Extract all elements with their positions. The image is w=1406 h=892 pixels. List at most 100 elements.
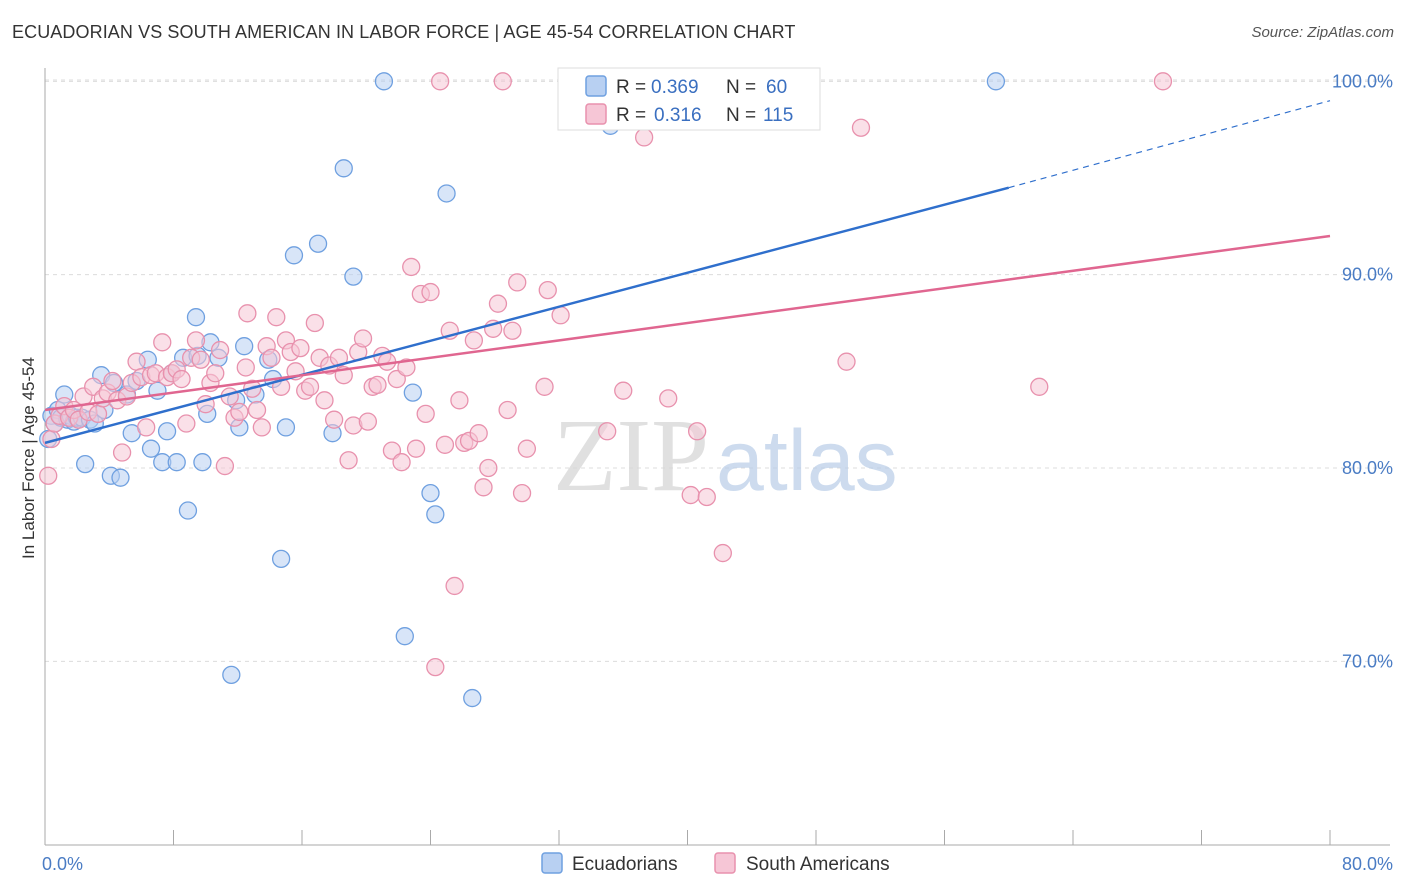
watermark-atlas: atlas: [716, 413, 898, 509]
legend-n-value-2: 115: [763, 105, 793, 126]
legend-n-label-2: N =: [726, 105, 756, 126]
bottom-legend: Ecuadorians South Americans: [541, 852, 890, 875]
legend-n-value-1: 60: [766, 77, 787, 98]
ecuadorians-point-51: [395, 627, 414, 646]
south-americans-point-44: [247, 400, 267, 420]
south-americans-point-108: [659, 389, 678, 408]
south-americans-point-81: [426, 657, 445, 677]
y-tick-label-1: 80.0%: [1342, 458, 1393, 478]
ecuadorians-point-49: [344, 267, 363, 286]
south-americans-trendline: [44, 234, 1331, 412]
south-americans-point-36: [210, 340, 230, 360]
south-americans-point-106: [614, 381, 633, 400]
south-americans-point-116: [697, 487, 716, 507]
ecuadorians-point-45: [284, 246, 304, 265]
south-americans-point-32: [191, 350, 210, 369]
south-americans-point-28: [172, 369, 191, 389]
legend-swatch-ecuadorians: [585, 75, 607, 97]
south-americans-point-48: [267, 308, 286, 327]
south-americans-point-114: [1030, 377, 1049, 396]
ecuadorians-point-39: [235, 337, 254, 356]
south-americans-point-0: [39, 466, 58, 485]
south-americans-point-19: [127, 352, 146, 371]
south-americans-point-42: [238, 304, 257, 323]
south-americans-point-112: [837, 352, 856, 371]
south-americans-point-113: [851, 118, 871, 137]
bottom-legend-swatch-south-americans: [714, 852, 736, 874]
south-americans-point-63: [339, 451, 358, 470]
south-americans-point-40: [230, 402, 249, 422]
south-americans-point-79: [416, 404, 435, 424]
ecuadorians-point-29: [178, 501, 198, 520]
south-americans-point-45: [252, 418, 271, 437]
ecuadorians-point-44: [276, 418, 296, 437]
ecuadorians-point-46: [308, 234, 328, 253]
south-americans-point-14: [103, 371, 122, 391]
south-americans-point-86: [450, 391, 469, 410]
legend-swatch-south-americans: [585, 103, 607, 125]
south-americans-point-85: [445, 576, 464, 596]
south-americans-point-47: [262, 348, 281, 367]
south-americans-point-58: [315, 391, 334, 410]
south-americans-point-100: [517, 439, 537, 458]
south-americans-point-77: [406, 439, 426, 458]
legend-r-value-2: 0.316: [654, 105, 702, 126]
south-americans-point-90: [469, 424, 488, 443]
ecuadorians-point-53: [421, 483, 440, 503]
south-americans-point-97: [503, 321, 522, 340]
south-americans-point-67: [358, 412, 378, 431]
legend-r-label-2: R =: [616, 105, 646, 126]
ecuadorians-point-22: [141, 439, 161, 458]
south-americans-point-16: [112, 443, 132, 462]
south-americans-point-37: [215, 456, 235, 476]
y-tick-label-0: 70.0%: [1342, 651, 1393, 671]
x-tick-label-min: 0.0%: [42, 854, 83, 874]
x-tick-label-max: 80.0%: [1342, 854, 1393, 874]
ecuadorians-points: [39, 72, 1006, 708]
axes: [44, 68, 1390, 846]
south-americans-point-31: [186, 331, 206, 350]
south-americans-point-53: [291, 338, 310, 358]
y-axis-label: In Labor Force | Age 45-54: [19, 357, 38, 559]
legend-r-label-1: R =: [616, 77, 646, 98]
south-americans-point-99: [512, 483, 532, 503]
south-americans-point-96: [498, 400, 517, 420]
south-americans-point-89: [464, 331, 484, 350]
south-americans-point-98: [508, 273, 527, 292]
south-americans-points: [39, 72, 1173, 677]
south-americans-point-110: [687, 422, 707, 441]
ecuadorians-point-31: [186, 308, 206, 327]
south-americans-point-74: [392, 453, 411, 472]
ecuadorians-trendline: [44, 186, 1010, 445]
south-americans-point-75: [397, 358, 416, 377]
south-americans-point-56: [305, 313, 325, 333]
south-americans-point-82: [430, 72, 450, 91]
south-americans-point-83: [435, 435, 455, 454]
legend-box: R = 0.369 N = 60 R = 0.316 N = 115: [557, 67, 821, 131]
south-americans-point-24: [153, 333, 172, 352]
ecuadorians-point-50: [374, 72, 394, 91]
south-americans-point-80: [421, 282, 440, 302]
ecuadorians-point-43: [271, 549, 291, 569]
south-americans-point-55: [300, 377, 320, 396]
south-americans-point-107: [634, 128, 654, 147]
source-credit: Source: ZipAtlas.com: [1251, 24, 1394, 41]
ecuadorians-point-52: [403, 383, 422, 402]
south-americans-point-76: [402, 257, 421, 277]
ecuadorians-point-27: [167, 453, 186, 472]
south-americans-point-11: [88, 404, 108, 424]
ecuadorians-point-10: [76, 454, 95, 474]
south-americans-point-102: [538, 280, 557, 300]
ecuadorians-point-58: [986, 72, 1006, 91]
south-americans-point-60: [324, 410, 344, 429]
trendlines: [44, 100, 1331, 445]
ecuadorians-point-56: [463, 688, 482, 708]
south-americans-point-103: [551, 306, 570, 325]
south-americans-point-69: [368, 375, 387, 395]
y-tick-label-2: 90.0%: [1342, 265, 1393, 285]
south-americans-point-111: [713, 543, 732, 563]
south-americans-point-41: [236, 358, 255, 377]
south-americans-point-105: [598, 422, 617, 441]
south-americans-point-35: [206, 364, 225, 383]
